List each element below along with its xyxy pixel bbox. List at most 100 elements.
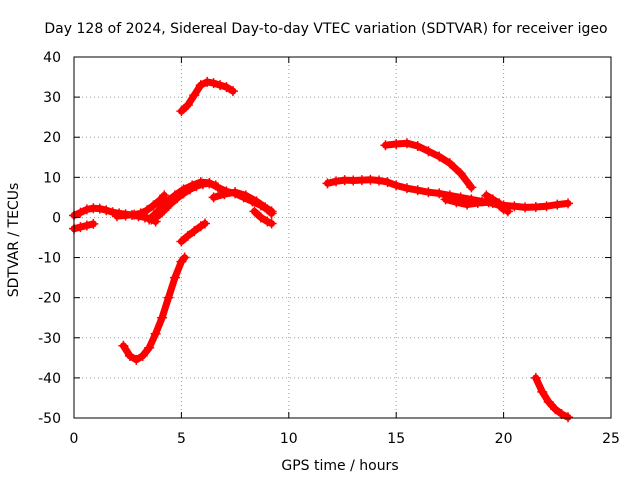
data-point [339, 175, 350, 186]
data-point [563, 198, 574, 209]
series-arc-11 [322, 174, 574, 213]
data-point [152, 211, 163, 222]
data-point [157, 312, 168, 323]
data-point [124, 350, 135, 361]
data-point [182, 100, 193, 111]
data-point [552, 199, 563, 210]
series-arc-14 [380, 138, 477, 193]
data-point [249, 206, 260, 217]
data-point [129, 209, 140, 220]
data-point [262, 216, 273, 227]
x-axis-label: GPS time / hours [281, 458, 398, 474]
y-tick-label: -20 [38, 291, 61, 307]
y-tick-label: -50 [38, 411, 61, 427]
data-point [348, 175, 359, 186]
data-point [154, 195, 165, 206]
data-point [182, 230, 193, 241]
data-point [189, 90, 200, 101]
data-point [391, 180, 402, 191]
y-tick-label: -30 [38, 331, 61, 347]
data-point [179, 252, 190, 263]
data-point [204, 178, 215, 189]
data-point [131, 354, 142, 365]
data-point [88, 218, 99, 229]
data-point [331, 176, 342, 187]
data-point [550, 404, 561, 415]
y-tick-label: -40 [38, 371, 61, 387]
data-point [172, 193, 183, 204]
data-point [197, 179, 208, 190]
series-arc-3 [111, 190, 170, 222]
data-point [75, 207, 86, 218]
data-point [481, 190, 492, 201]
data-point [159, 190, 170, 201]
ticks: 0 5 10 15 20 25 -50 -40 -30 -20 -10 0 10 20 30 40 [38, 50, 620, 447]
data-point [412, 185, 423, 196]
data-point [163, 292, 174, 303]
data-point [120, 210, 131, 221]
data-point [111, 211, 122, 222]
data-point [144, 214, 155, 225]
data-point [563, 412, 574, 423]
data-point [118, 340, 129, 351]
data-point [227, 86, 238, 97]
data-point [178, 188, 189, 199]
data-point [255, 212, 266, 223]
data-point [380, 140, 391, 151]
y-tick-label: 0 [52, 210, 61, 226]
data-point [101, 205, 112, 216]
series-arc-9 [118, 252, 190, 365]
data-point [541, 201, 552, 212]
data-point [391, 139, 402, 150]
data-point [466, 182, 477, 193]
series-arc-6 [208, 187, 277, 217]
data-point [365, 174, 376, 185]
data-point [219, 189, 230, 200]
series-arc-8 [176, 218, 211, 247]
series-arc-1 [69, 218, 99, 234]
data-point [530, 202, 541, 213]
data-point [81, 220, 92, 231]
data-point [184, 184, 195, 195]
data-point [440, 194, 451, 205]
y-tick-label: 20 [43, 130, 61, 146]
data-point [434, 188, 445, 199]
series-arc-10 [176, 76, 238, 117]
data-point [322, 178, 333, 189]
data-point [251, 196, 262, 207]
data-point [148, 200, 159, 211]
data-point [260, 202, 271, 213]
data-point [530, 372, 541, 383]
data-point [434, 151, 445, 162]
data-point [191, 181, 202, 192]
data-point [137, 350, 148, 361]
data-point [502, 206, 513, 217]
data-point [142, 205, 153, 216]
series-arc-5 [152, 178, 221, 222]
series-arc-7 [249, 206, 277, 229]
x-tick-label: 25 [602, 431, 620, 447]
x-tick-label: 0 [70, 431, 79, 447]
data-point [215, 80, 226, 91]
data-point [412, 141, 423, 152]
x-tick-label: 10 [280, 431, 298, 447]
data-point [200, 218, 211, 229]
data-point [165, 198, 176, 209]
data-point [451, 197, 462, 208]
y-tick-label: 30 [43, 90, 61, 106]
data-point [150, 328, 161, 339]
data-point [356, 175, 367, 186]
data-point [423, 146, 434, 157]
series-arc-15 [530, 372, 574, 423]
y-axis-label: SDTVAR / TECUs [6, 183, 22, 298]
data-point [144, 342, 155, 353]
data-point [208, 78, 219, 89]
data-point [75, 222, 86, 233]
data-point [189, 226, 200, 237]
data-point [455, 168, 466, 179]
data-point [221, 82, 232, 93]
data-point [444, 158, 455, 169]
data-point [401, 138, 412, 149]
data-point [210, 180, 221, 191]
